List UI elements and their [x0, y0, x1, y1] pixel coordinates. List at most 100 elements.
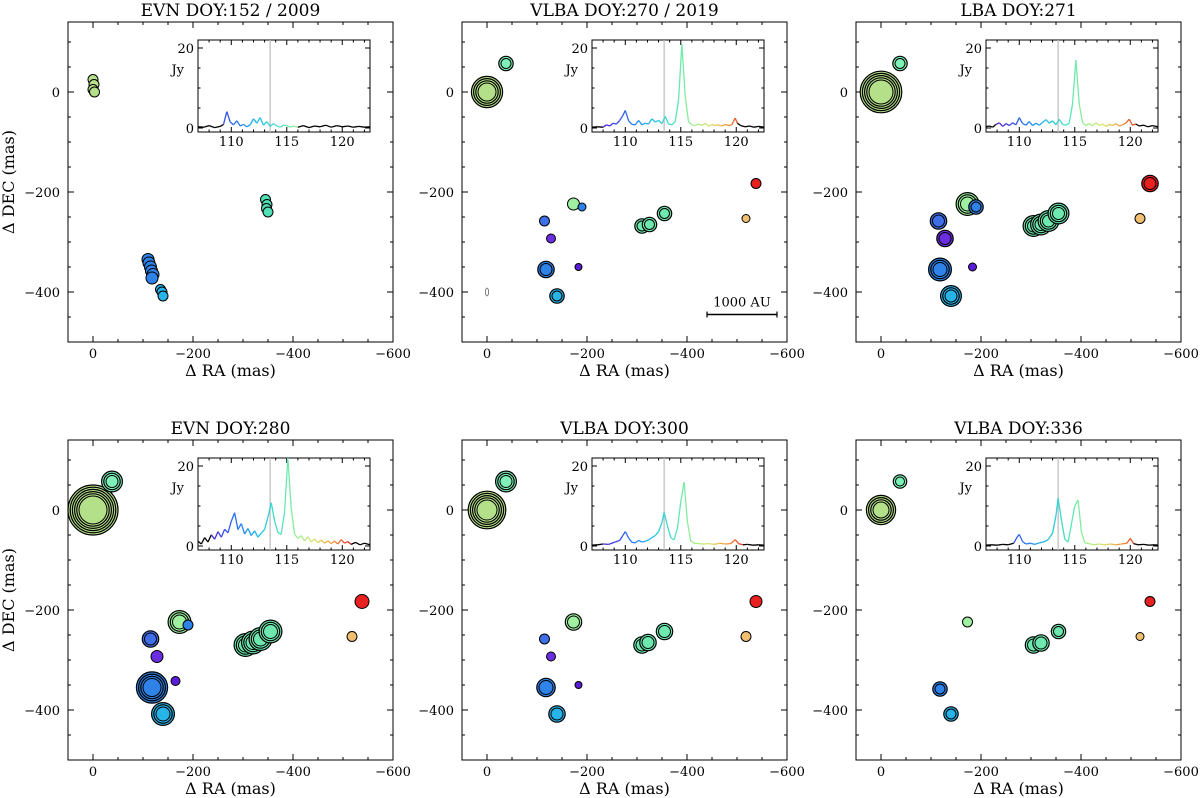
- panel-title: EVN DOY:280: [171, 419, 291, 439]
- spectrum-segment: [263, 517, 269, 530]
- inset-x-tick-label: 110: [1007, 135, 1032, 150]
- inset-frame: [591, 457, 765, 551]
- spectrum-segment: [283, 457, 289, 513]
- spectrum-segment: [207, 534, 212, 543]
- spectrum-segment: [684, 95, 690, 123]
- plot-frame: [461, 439, 788, 761]
- inset-x-tick-label: 120: [724, 553, 749, 568]
- spectrum-segment: [247, 528, 252, 536]
- maser-spot: [968, 262, 977, 272]
- panel-title: EVN DOY:152 / 2009: [141, 1, 321, 21]
- spectrum-segment: [256, 117, 261, 124]
- spectrum-segment: [668, 123, 673, 126]
- spectrum-segment: [1122, 122, 1127, 126]
- spectrum-segment: [1089, 542, 1094, 546]
- plot-frame: [855, 439, 1182, 761]
- spectrum-segment: [1047, 532, 1054, 540]
- spectrum-segment: [724, 123, 729, 127]
- spectrum-segment: [1055, 497, 1059, 517]
- spectrum-segment: [1008, 122, 1014, 127]
- x-tick-label: −400: [1063, 765, 1099, 780]
- maser-spot: [659, 208, 670, 219]
- maser-spot: [150, 650, 164, 663]
- x-tick-label: −600: [1163, 347, 1199, 362]
- spectrum-segment: [342, 125, 348, 128]
- spectrum-segment: [674, 99, 680, 122]
- spectrum-segment: [1143, 124, 1149, 128]
- y-tick-label: −200: [24, 604, 60, 619]
- spectrum-segment: [719, 542, 726, 545]
- spectrum-segment: [334, 540, 339, 545]
- spectrum-segment: [266, 121, 271, 127]
- spectrum-segment: [749, 125, 755, 128]
- inset-x-tick-label: 120: [1118, 553, 1143, 568]
- spectrum-segment: [602, 124, 607, 128]
- spectrum-segment: [745, 125, 750, 128]
- inset-y-tick-label: 20: [965, 42, 982, 57]
- spectrum-segment: [1071, 59, 1077, 105]
- spectrum-segment: [1104, 543, 1111, 546]
- spectrum-segment: [1126, 538, 1131, 544]
- maser-spot: [539, 633, 550, 645]
- spectrum-segment: [214, 531, 219, 540]
- spectrum-segment: [300, 535, 306, 542]
- panel: VLBA DOY:270 / 2019 0 −200 −400 −600 0 −200 −40…: [418, 1, 805, 380]
- spectrum-inset: 110 115 120 0 20 Jy: [169, 457, 371, 568]
- spectrum-segment: [246, 124, 251, 128]
- spectrum-segment: [651, 118, 656, 123]
- spectrum-segment: [992, 123, 997, 128]
- spectrum-segment: [734, 539, 739, 545]
- spectrum-segment: [239, 123, 244, 127]
- spectrum-segment: [1128, 118, 1134, 126]
- spectrum-segment: [658, 119, 663, 125]
- spectrum-segment: [254, 530, 259, 538]
- spectrum-segment: [273, 520, 279, 533]
- maser-spot: [962, 616, 973, 628]
- spectrum-segment: [227, 521, 232, 533]
- inset-x-tick-label: 120: [330, 135, 355, 150]
- x-tick-label: 0: [89, 347, 97, 362]
- inset-y-tick-label: 0: [186, 540, 194, 555]
- spectrum-segment: [694, 123, 699, 127]
- spectrum-segment: [308, 125, 315, 129]
- inset-y-tick-label: 0: [974, 122, 982, 137]
- maser-spot: [155, 706, 171, 722]
- spectrum-segment: [1105, 123, 1110, 127]
- spectrum-segment: [1034, 542, 1040, 546]
- spectrum-segment: [606, 124, 610, 127]
- spectrum-segment: [229, 121, 234, 126]
- spectrum-segment: [1110, 543, 1116, 546]
- y-tick-label: 0: [840, 86, 848, 101]
- spectrum-segment: [688, 121, 693, 126]
- spectrum-segment: [998, 122, 1004, 127]
- spectrum-segment: [1095, 122, 1100, 127]
- spectrum-segment: [1078, 103, 1084, 123]
- spectrum-segment: [287, 457, 292, 509]
- x-axis-label: Δ RA (mas): [973, 361, 1064, 380]
- x-axis-label: Δ RA (mas): [973, 779, 1064, 798]
- spectrum-segment: [319, 124, 326, 128]
- spectrum-segment: [267, 502, 272, 518]
- spectrum-segment: [237, 523, 242, 530]
- inset-y-tick-label: 20: [177, 460, 194, 475]
- spectrum-segment: [1112, 123, 1117, 127]
- spectrum-segment: [317, 539, 322, 544]
- spectrum-segment: [303, 124, 310, 129]
- spectrum-segment: [730, 539, 736, 545]
- spectrum-segment: [1118, 124, 1123, 127]
- maser-spot: [78, 495, 108, 525]
- maser-spot: [567, 615, 580, 629]
- spectrum-segment: [628, 120, 633, 125]
- inset-x-tick-label: 110: [219, 553, 244, 568]
- maser-spot: [574, 263, 583, 271]
- maser-spot: [182, 619, 194, 631]
- spectrum-segment: [663, 512, 669, 527]
- spectrum-segment: [353, 125, 359, 128]
- maser-spot: [1134, 213, 1146, 224]
- spectrum-segment: [240, 523, 246, 535]
- maser-spot: [1053, 626, 1064, 637]
- spectrum-segment: [208, 124, 215, 129]
- spectrum-segment: [654, 531, 660, 537]
- spectrum-segment: [1084, 542, 1090, 545]
